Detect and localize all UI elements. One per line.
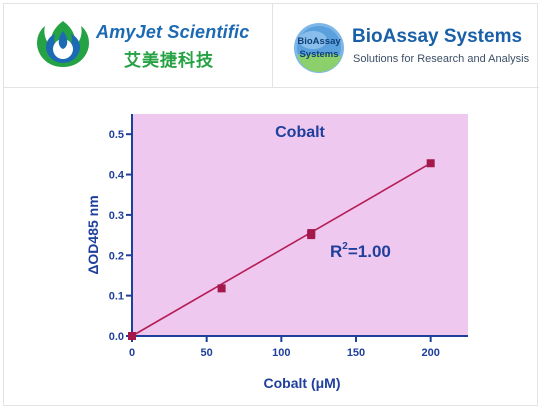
y-tick-label: 0.4 <box>109 170 125 182</box>
data-points <box>128 159 435 340</box>
x-tick-label: 150 <box>347 347 365 359</box>
plot-area <box>132 114 468 336</box>
header-divider <box>272 4 273 88</box>
y-tick-label: 0.3 <box>109 210 124 222</box>
y-tick-label: 0.2 <box>109 250 124 262</box>
data-point <box>307 229 316 238</box>
x-tick-label: 100 <box>272 347 290 359</box>
figure-frame: AmyJet Scientific 艾美捷科技 BioAssay Systems… <box>3 3 539 406</box>
y-axis-label: ΔOD485 nm <box>85 195 101 274</box>
x-tick-label: 50 <box>201 347 213 359</box>
header-banner: AmyJet Scientific 艾美捷科技 BioAssay Systems… <box>4 4 539 88</box>
x-tick-label: 0 <box>129 347 135 359</box>
chart-title: Cobalt <box>275 124 325 141</box>
x-axis-label: Cobalt (μM) <box>264 375 341 391</box>
data-point <box>217 284 226 293</box>
cobalt-standard-curve-chart: 0.0 0.1 0.2 0.3 0.4 0.5 0 50 100 150 200 Cobalt R2… <box>85 114 468 391</box>
r-squared-superscript: 2 <box>342 241 348 252</box>
fit-line <box>131 162 432 337</box>
r-squared-value: =1.00 <box>348 242 391 261</box>
data-point <box>426 159 435 168</box>
y-tick-label: 0.1 <box>109 291 124 303</box>
amyjet-logo-icon <box>37 21 89 67</box>
bioassay-badge-line1: BioAssay <box>297 36 341 47</box>
fit-line-group <box>131 162 432 337</box>
x-tick-label: 200 <box>421 347 439 359</box>
amyjet-brand-name-cn: 艾美捷科技 <box>124 51 214 71</box>
amyjet-brand-name: AmyJet Scientific <box>96 22 250 42</box>
axes: 0.0 0.1 0.2 0.3 0.4 0.5 0 50 100 150 200 <box>109 114 468 359</box>
bioassay-badge-icon: BioAssay Systems <box>294 23 344 73</box>
bioassay-tagline: Solutions for Research and Analysis <box>353 53 530 65</box>
bioassay-badge-line2: Systems <box>299 49 338 60</box>
bioassay-brand-name: BioAssay Systems <box>352 26 523 47</box>
r-squared-annotation: R2=1.00 <box>330 241 391 261</box>
y-tick-label: 0.0 <box>109 331 124 343</box>
data-point <box>128 332 136 340</box>
y-tick-label: 0.5 <box>109 129 124 141</box>
r-squared-base: R <box>330 242 342 261</box>
